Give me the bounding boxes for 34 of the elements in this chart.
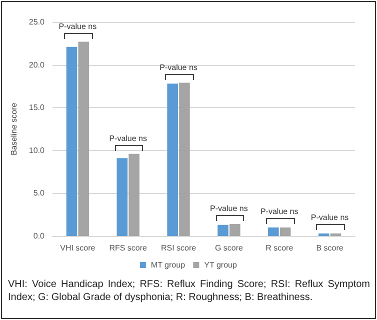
bar <box>330 233 342 236</box>
y-tick-label: 10.0 <box>28 146 46 155</box>
x-tick-label: B score <box>316 244 344 252</box>
x-tick-label: G score <box>214 244 244 252</box>
bar <box>179 82 190 236</box>
bar <box>268 227 279 236</box>
annotation: P-value ns <box>310 213 349 222</box>
y-tick-label: 5.0 <box>33 188 46 198</box>
x-tick-label: RFS score <box>109 244 148 252</box>
bar <box>167 84 178 236</box>
y-tick-label: 15.0 <box>28 103 46 112</box>
text: VHI: Voice Handicap Index; RFS: Reflux Finding Score; RSI: Reflux Symptom Index; G: Global Grade of dysphonia; R: Roughness; B: Breathiness. <box>8 278 370 304</box>
annotation: P-value ns <box>109 134 147 143</box>
bar <box>78 42 90 236</box>
y-tick-label: 20.0 <box>28 60 46 70</box>
bar <box>280 227 291 236</box>
bar <box>318 233 330 236</box>
bar <box>229 224 240 236</box>
bar <box>128 154 140 236</box>
annotation: P-value ns <box>210 204 248 214</box>
annotation: P-value ns <box>160 62 198 72</box>
legend-label: YT group <box>204 260 238 270</box>
y-axis-title: Baseline score <box>10 102 18 156</box>
bar <box>218 224 228 236</box>
x-tick-label: VHI score <box>60 244 96 252</box>
annotation: P-value ns <box>260 207 298 216</box>
legend-label: MT group <box>150 260 186 270</box>
y-tick-label: 25.0 <box>28 18 46 26</box>
x-tick-label: R score <box>266 244 294 252</box>
bar <box>66 46 78 236</box>
x-tick-label: RSI score <box>160 244 197 252</box>
y-tick-label: 0.0 <box>33 232 46 240</box>
annotation: P-value ns <box>58 22 97 31</box>
bar <box>116 158 128 236</box>
